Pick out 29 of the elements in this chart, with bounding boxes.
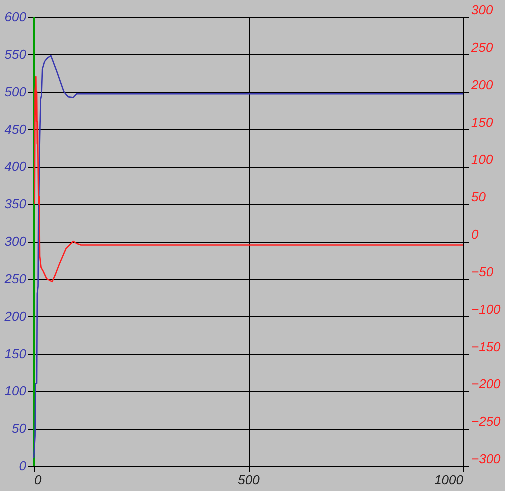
y-tick-label: 200	[4, 308, 28, 324]
y-tick-label: 450	[4, 122, 28, 137]
y-tick-label: 250	[4, 271, 28, 286]
y-tick-label: 400	[4, 159, 28, 174]
y2-tick-label: −150	[472, 339, 502, 354]
y2-tick-label: −200	[472, 376, 502, 392]
y2-tick-label: −250	[472, 414, 502, 430]
y-tick-label: 500	[4, 84, 28, 100]
y-tick-label: 100	[4, 384, 28, 399]
y2-tick-label: 150	[472, 114, 494, 130]
y-tick-label: 350	[4, 196, 28, 212]
y2-tick-label: −50	[472, 264, 494, 280]
y-tick-label: 600	[4, 10, 28, 24]
x-tick-label: 500	[238, 472, 261, 488]
y-tick-label: 50	[12, 421, 28, 436]
y2-tick-label: 300	[472, 2, 494, 18]
y2-tick-label: 200	[470, 77, 494, 92]
y-tick-label: 300	[4, 234, 28, 249]
y2-tick-label: 250	[470, 40, 494, 55]
y2-tick-label: 50	[472, 190, 487, 205]
y2-tick-label: −100	[472, 302, 502, 317]
x-tick-label: 1000	[434, 472, 464, 488]
y-tick-label: 150	[4, 346, 28, 362]
y2-tick-label: 0	[472, 227, 480, 242]
y-tick-label: 550	[4, 46, 28, 62]
y-tick-label: 0	[19, 458, 28, 474]
x-tick-label: 0	[34, 472, 42, 488]
y2-tick-label: 100	[472, 152, 494, 168]
y2-tick-label: −300	[472, 452, 502, 466]
